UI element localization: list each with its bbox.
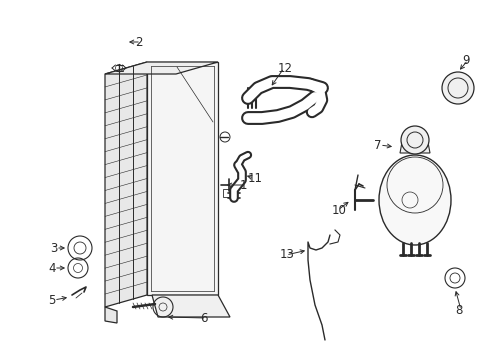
Polygon shape [105,62,147,307]
Text: 13: 13 [280,248,294,261]
Bar [223,189,229,197]
Text: 1: 1 [240,179,247,192]
Text: 2: 2 [135,36,142,49]
Text: 12: 12 [278,62,292,75]
Polygon shape [152,295,229,317]
Circle shape [400,126,428,154]
Polygon shape [147,62,218,295]
Polygon shape [105,307,117,323]
Text: 6: 6 [200,311,207,324]
Ellipse shape [378,155,450,245]
Text: 5: 5 [48,293,55,306]
Text: 9: 9 [461,54,468,67]
Text: 3: 3 [50,242,57,255]
Polygon shape [399,137,429,153]
Text: 10: 10 [331,203,346,216]
Text: 4: 4 [48,261,55,274]
Text: 7: 7 [373,139,381,152]
Text: 8: 8 [454,303,462,316]
Circle shape [441,72,473,104]
Text: 11: 11 [247,171,263,185]
Polygon shape [105,62,218,74]
